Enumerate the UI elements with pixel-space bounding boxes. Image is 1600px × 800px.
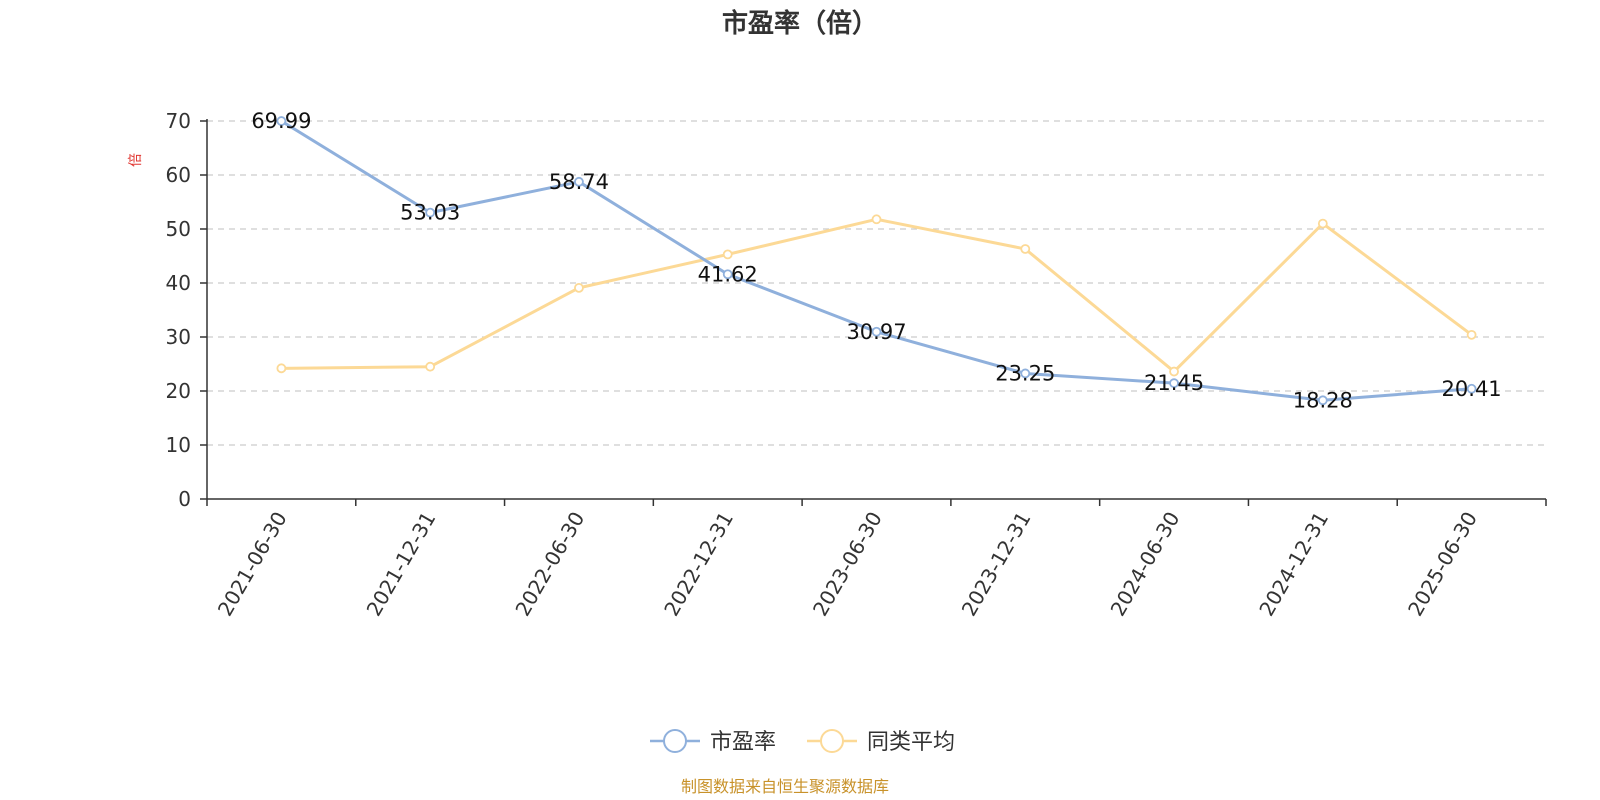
data-point [1020,244,1031,254]
data-label: 23.25 [995,361,1055,385]
data-point [276,116,287,126]
data-point [1169,366,1179,377]
data-point [722,269,733,280]
y-tick-label: 10 [166,433,191,457]
data-point [276,363,287,374]
data-labels: 69.99 53.03 58.74 41.62 30.97 23.25 21.45 18.28… [251,109,1501,412]
legend[interactable]: 市盈率 同类平均 [650,729,955,755]
y-tick-label: 60 [166,163,191,187]
data-point [425,361,436,372]
data-label: 41.62 [698,262,758,286]
y-axis-ticks: 0 10 20 30 40 50 60 70 [166,109,207,511]
x-tick-label: 2025-06-30 [1403,508,1482,621]
source-note: 制图数据来自恒生聚源数据库 [681,777,889,796]
chart-title: 市盈率（倍） [722,8,878,39]
data-label: 20.41 [1442,377,1502,401]
data-point [1317,218,1328,229]
legend-label: 同类平均 [867,730,955,755]
y-tick-label: 50 [166,217,191,241]
data-label: 58.74 [549,170,609,194]
legend-marker-icon [820,729,844,753]
x-tick-label: 2024-06-30 [1105,508,1184,621]
axes [206,119,1546,500]
x-tick-label: 2022-12-31 [659,508,738,621]
x-axis-ticks: 2021-06-30 2021-12-31 2022-06-30 2022-12-31… [206,499,1547,621]
data-label: 69.99 [251,109,311,133]
data-point [1020,368,1031,379]
x-tick-label: 2023-12-31 [957,508,1036,621]
legend-item-0[interactable]: 市盈率 [650,729,776,755]
series-layer [276,116,1477,406]
data-label: 21.45 [1144,371,1204,395]
series-line-1 [281,217,1473,374]
data-label: 53.03 [400,201,460,225]
x-tick-label: 2021-06-30 [213,508,292,621]
data-point [1169,378,1179,389]
y-tick-label: 30 [166,325,191,349]
data-point [1317,395,1328,406]
data-point [871,214,882,225]
x-tick-label: 2022-06-30 [510,508,589,621]
x-tick-label: 2023-06-30 [808,508,887,621]
series-line-0 [280,119,1472,402]
y-axis-unit-label: 倍 [128,153,144,167]
data-point [574,176,584,187]
x-tick-label: 2021-12-31 [362,508,441,621]
legend-marker-icon [663,729,687,753]
data-point [574,282,584,293]
legend-item-1[interactable]: 同类平均 [807,729,955,755]
data-point [1466,383,1477,394]
data-label: 18.28 [1293,388,1353,412]
gridlines [207,120,1546,446]
y-tick-label: 70 [166,109,191,133]
data-label: 30.97 [846,320,906,344]
y-tick-label: 0 [178,487,191,511]
data-point [722,249,733,260]
data-point [425,207,436,218]
legend-label: 市盈率 [710,730,776,755]
y-tick-label: 20 [166,379,191,403]
x-tick-label: 2024-12-31 [1254,508,1333,621]
data-point [871,326,882,337]
data-point [1466,329,1477,340]
y-tick-label: 40 [166,271,191,295]
